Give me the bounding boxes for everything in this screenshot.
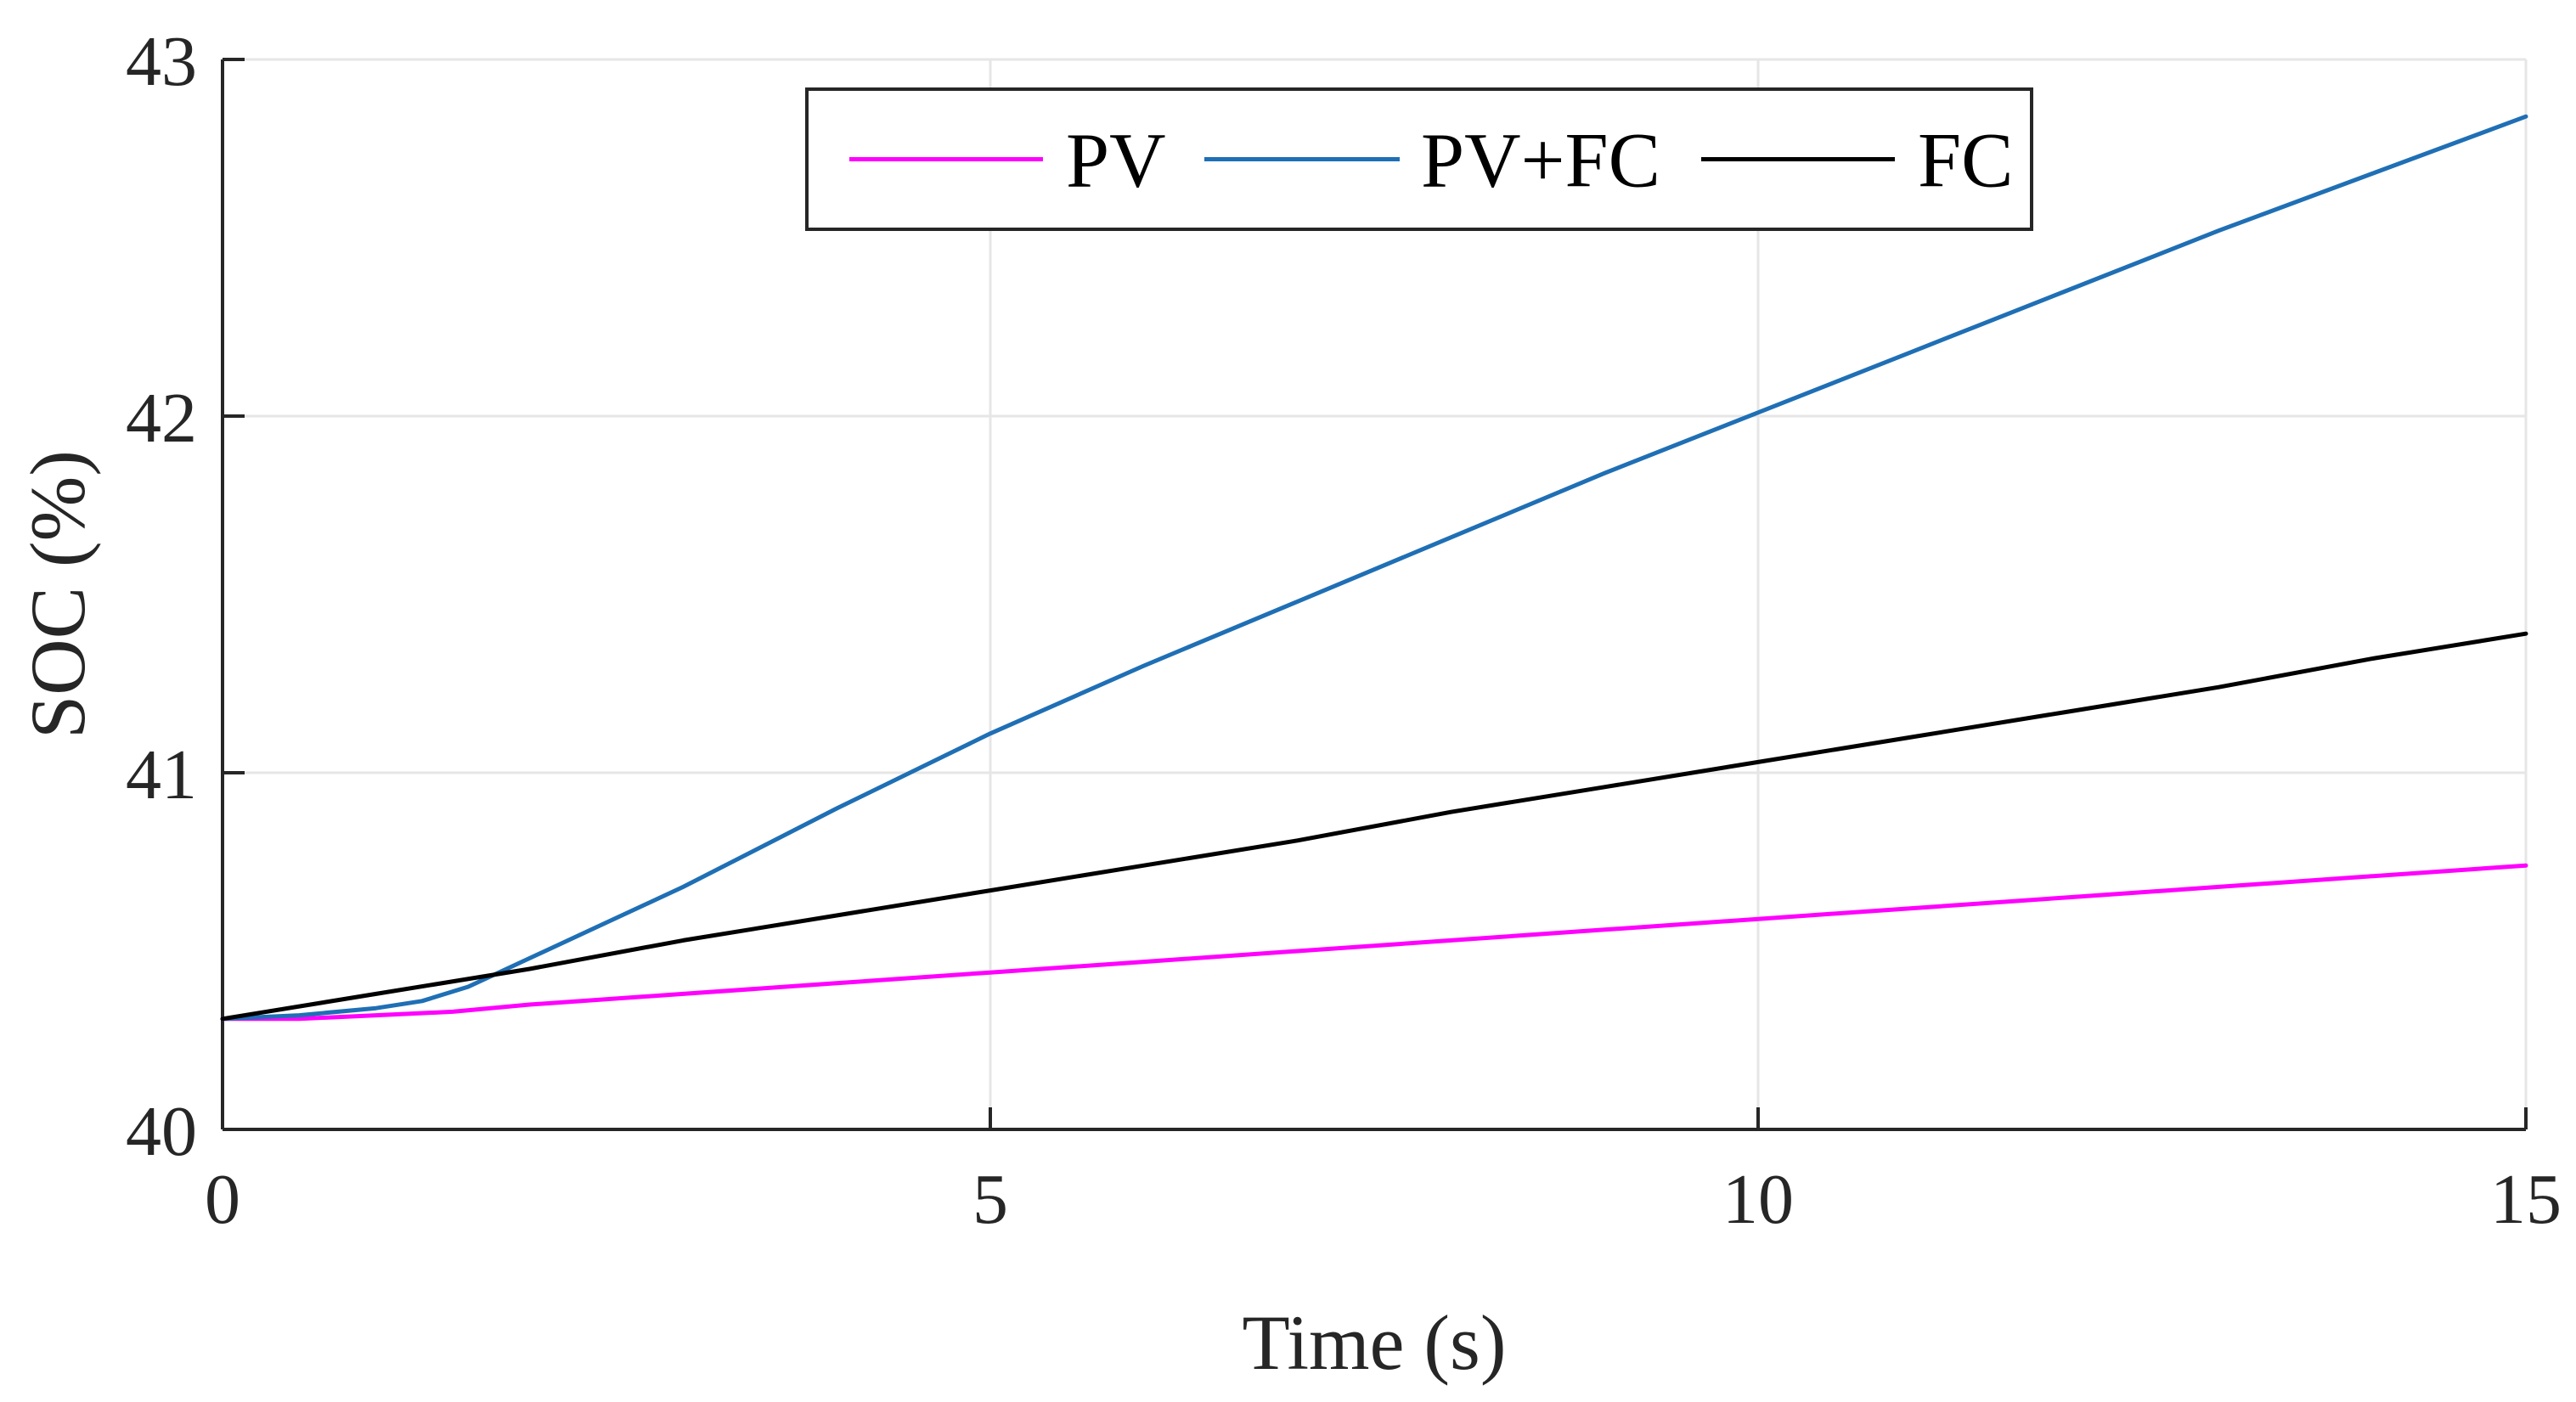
x-tick-label: 10 bbox=[1722, 1160, 1794, 1239]
legend-label-pv-fc: PV+FC bbox=[1421, 117, 1660, 204]
series-line-fc bbox=[220, 631, 2528, 1022]
legend-label-pv: PV bbox=[1066, 117, 1166, 204]
x-tick-label: 0 bbox=[205, 1160, 240, 1239]
x-axis-label: Time (s) bbox=[1243, 1299, 1507, 1386]
y-tick-label: 40 bbox=[126, 1092, 197, 1171]
series-line-pv bbox=[220, 863, 2528, 1022]
tick-labels: 0 5 10 15 40 41 42 43 bbox=[126, 22, 2562, 1239]
y-tick-label: 41 bbox=[126, 735, 197, 814]
y-tick-label: 42 bbox=[126, 379, 197, 458]
legend: PV PV+FC FC bbox=[805, 87, 2033, 231]
y-axis-label: SOC (%) bbox=[14, 450, 101, 739]
axes bbox=[221, 58, 2528, 1131]
legend-label-fc: FC bbox=[1918, 117, 2014, 204]
x-tick-label: 15 bbox=[2490, 1160, 2562, 1239]
x-tick-label: 5 bbox=[972, 1160, 1008, 1239]
series-line-pv-fc bbox=[220, 114, 2528, 1022]
y-tick-label: 43 bbox=[126, 22, 197, 101]
series-lines bbox=[220, 114, 2528, 1022]
